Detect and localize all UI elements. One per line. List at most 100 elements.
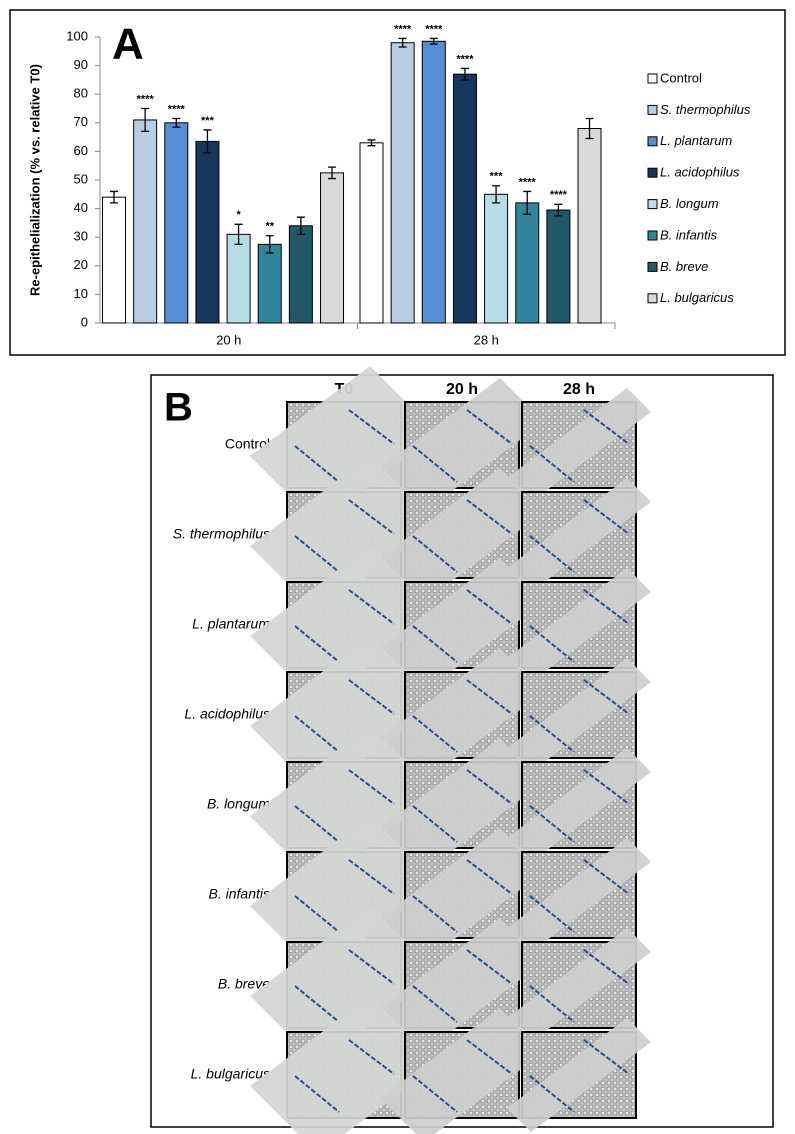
wound-edge [348,1039,395,1075]
y-tick-label: 30 [74,229,88,244]
row-label: S. thermophilus [173,526,270,542]
wound-edge [412,1075,458,1113]
x-tick-label: 20 h [216,332,241,347]
wound-edge [466,859,513,895]
bar [257,243,282,324]
panel-a-frame [9,9,786,356]
legend-swatch [647,104,658,115]
bar [484,193,509,324]
wound-edge [583,859,630,895]
wound-edge [412,445,458,483]
wound-edge [412,805,458,843]
legend-swatch [647,261,658,272]
panel-label: B [164,386,193,430]
wound-edge [412,625,458,663]
legend-label: L. bulgaricus [660,290,734,305]
legend-label: B. longum [660,196,719,211]
significance-label: **** [425,23,443,35]
wound-edge [583,589,630,625]
wound-edge [529,625,575,663]
wound-gap [250,726,438,884]
wound-edge [466,409,513,445]
error-bar [492,185,501,204]
y-tick-label: 50 [74,171,88,186]
significance-label: **** [456,53,474,65]
wound-edge [348,499,395,535]
y-tick-label: 80 [74,86,88,101]
panel-b-frame [150,374,774,1128]
legend-swatch [647,167,658,178]
column-header: 28 h [563,381,595,398]
wound-edge [466,499,513,535]
row-label: B. infantis [209,886,270,902]
wound-edge [529,1075,575,1113]
wound-gap [507,388,651,502]
bar [546,209,571,324]
error-bar [429,37,438,45]
significance-label: ** [265,221,274,233]
y-tick-label: 90 [74,57,88,72]
bar [390,42,415,324]
wound-gap [507,748,651,862]
y-axis-label: Re-epithelialization (% vs. relative T0) [27,64,42,296]
wound-edge [348,679,395,715]
wound-gap [250,456,438,614]
wound-edge [294,535,340,573]
wound-gap [380,738,544,872]
wound-gap [250,366,438,524]
wound-edge [583,949,630,985]
wound-edge [348,589,395,625]
y-tick-label: 60 [74,143,88,158]
wound-gap [507,478,651,592]
error-bar [110,190,118,204]
column-header: 20 h [446,381,478,398]
wound-gap [250,816,438,974]
bar [226,233,251,324]
legend-swatch [647,136,658,147]
y-tick-label: 100 [66,28,88,43]
bar [421,40,446,324]
wound-gap [507,1018,651,1132]
x-tick-label: 28 h [474,332,499,347]
wound-edge [294,985,340,1023]
legend-swatch [647,230,658,241]
y-tick-label: 0 [81,314,88,329]
wound-edge [348,769,395,805]
y-tick-label: 10 [74,286,88,301]
legend-swatch [647,199,658,210]
wound-edge [294,895,340,933]
wound-edge [294,625,340,663]
wound-edge [294,1075,340,1113]
wound-edge [294,805,340,843]
row-label: B. longum [207,796,270,812]
y-tick-label: 40 [74,200,88,215]
error-bar [141,107,150,133]
wound-gap [380,468,544,602]
wound-edge [348,949,395,985]
bar [288,225,313,324]
panel-label: A [112,20,144,69]
wound-edge [466,769,513,805]
legend-label: S. thermophilus [660,102,751,117]
wound-gap [250,546,438,704]
wound-edge [348,409,395,445]
error-bar [523,190,532,215]
wound-edge [466,589,513,625]
wound-edge [529,445,575,483]
error-bar [460,67,469,81]
wound-gap [507,928,651,1042]
legend-label: Control [660,70,702,85]
wound-gap [380,558,544,692]
y-tick-label: 70 [74,114,88,129]
wound-edge [583,409,630,445]
wound-edge [529,895,575,933]
wound-edge [529,985,575,1023]
wound-edge [583,679,630,715]
legend-label: L. plantarum [660,133,732,148]
wound-edge [348,859,395,895]
error-bar [585,117,594,140]
row-label: L. plantarum [192,616,270,632]
wound-gap [250,906,438,1064]
wound-edge [529,535,575,573]
bar [195,140,220,324]
